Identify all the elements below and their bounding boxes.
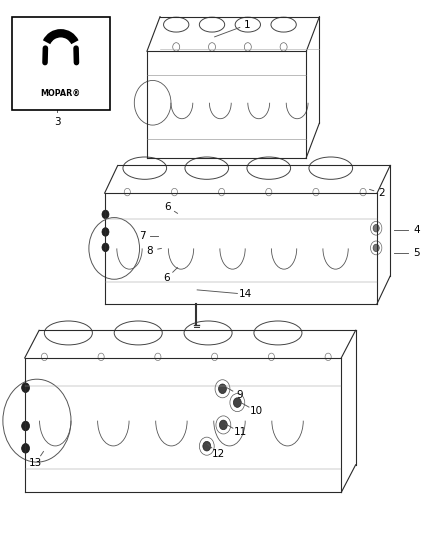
Text: 9: 9 xyxy=(237,390,243,400)
Text: 7: 7 xyxy=(139,231,146,241)
Circle shape xyxy=(21,443,29,453)
Circle shape xyxy=(102,243,109,252)
Text: 6: 6 xyxy=(164,202,171,212)
Circle shape xyxy=(219,384,226,393)
Circle shape xyxy=(203,441,211,451)
Circle shape xyxy=(102,228,109,236)
Text: 3: 3 xyxy=(54,117,61,127)
Circle shape xyxy=(373,224,379,232)
Text: 1: 1 xyxy=(244,20,251,30)
Bar xyxy=(12,17,110,110)
Text: 4: 4 xyxy=(413,225,420,236)
Circle shape xyxy=(373,244,379,252)
Text: 14: 14 xyxy=(239,289,252,299)
Circle shape xyxy=(21,383,29,392)
Text: 10: 10 xyxy=(250,406,263,416)
Circle shape xyxy=(233,398,241,407)
Circle shape xyxy=(21,421,29,431)
Text: 6: 6 xyxy=(163,273,170,283)
Text: 2: 2 xyxy=(378,188,385,198)
Circle shape xyxy=(102,210,109,219)
Text: 13: 13 xyxy=(29,458,42,468)
Circle shape xyxy=(219,420,227,430)
Text: 8: 8 xyxy=(147,246,153,255)
Text: MOPAR®: MOPAR® xyxy=(41,88,81,98)
Text: 11: 11 xyxy=(233,427,247,438)
Text: 12: 12 xyxy=(212,449,225,458)
Text: 5: 5 xyxy=(413,248,420,258)
